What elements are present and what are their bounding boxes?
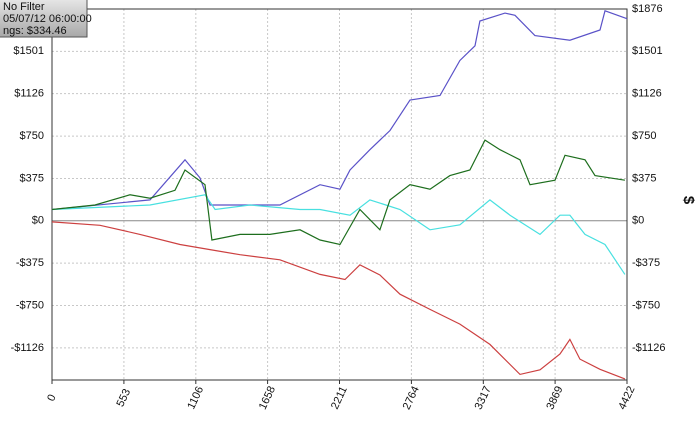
y2-tick-label: -$375 (632, 257, 660, 269)
y2-tick-label: -$1126 (632, 342, 665, 354)
x-tick-label: 3317 (473, 384, 494, 411)
y-tick-label: $1501 (13, 45, 44, 57)
y2-tick-label: $1126 (632, 88, 662, 100)
y2-tick-label: $750 (632, 130, 656, 142)
series-line (51, 139, 625, 246)
series-line (51, 221, 626, 380)
info-line: ngs: $334.46 (3, 25, 67, 37)
y-tick-label: -$1126 (11, 342, 44, 354)
y-tick-label: $1126 (14, 88, 44, 100)
y-tick-label: -$750 (16, 299, 44, 311)
x-tick-label: 2211 (329, 385, 350, 412)
y-tick-label: $0 (32, 215, 44, 227)
plot-frame (51, 8, 628, 381)
x-tick-label: 1106 (185, 385, 206, 412)
y2-tick-label: $0 (632, 215, 644, 227)
x-tick-label: 1658 (257, 384, 278, 411)
info-line: No Filter (3, 1, 45, 13)
y-axis-title: $ (680, 196, 697, 205)
y2-tick-label: $375 (632, 172, 656, 184)
y2-tick-label: $1876 (632, 3, 663, 15)
y-tick-label: $375 (20, 172, 44, 184)
y2-tick-label: $1501 (632, 45, 663, 57)
info-line: 05/07/12 06:00:00 (3, 13, 92, 25)
plot-area: 0 553 1106 1658 2211 2764 3317 3869 4422 -$1126 -$… (11, 3, 666, 412)
info-box (0, 0, 88, 38)
x-tick-label: 553 (115, 387, 134, 409)
x-tick-label: 4422 (616, 384, 637, 411)
series-line (51, 194, 626, 275)
y2-tick-label: -$750 (632, 299, 660, 311)
y-tick-label: $750 (20, 130, 44, 142)
y-tick-label: -$375 (16, 257, 44, 269)
x-tick-label: 0 (45, 393, 58, 404)
x-tick-label: 3869 (544, 384, 565, 411)
x-tick-label: 2764 (401, 384, 422, 411)
